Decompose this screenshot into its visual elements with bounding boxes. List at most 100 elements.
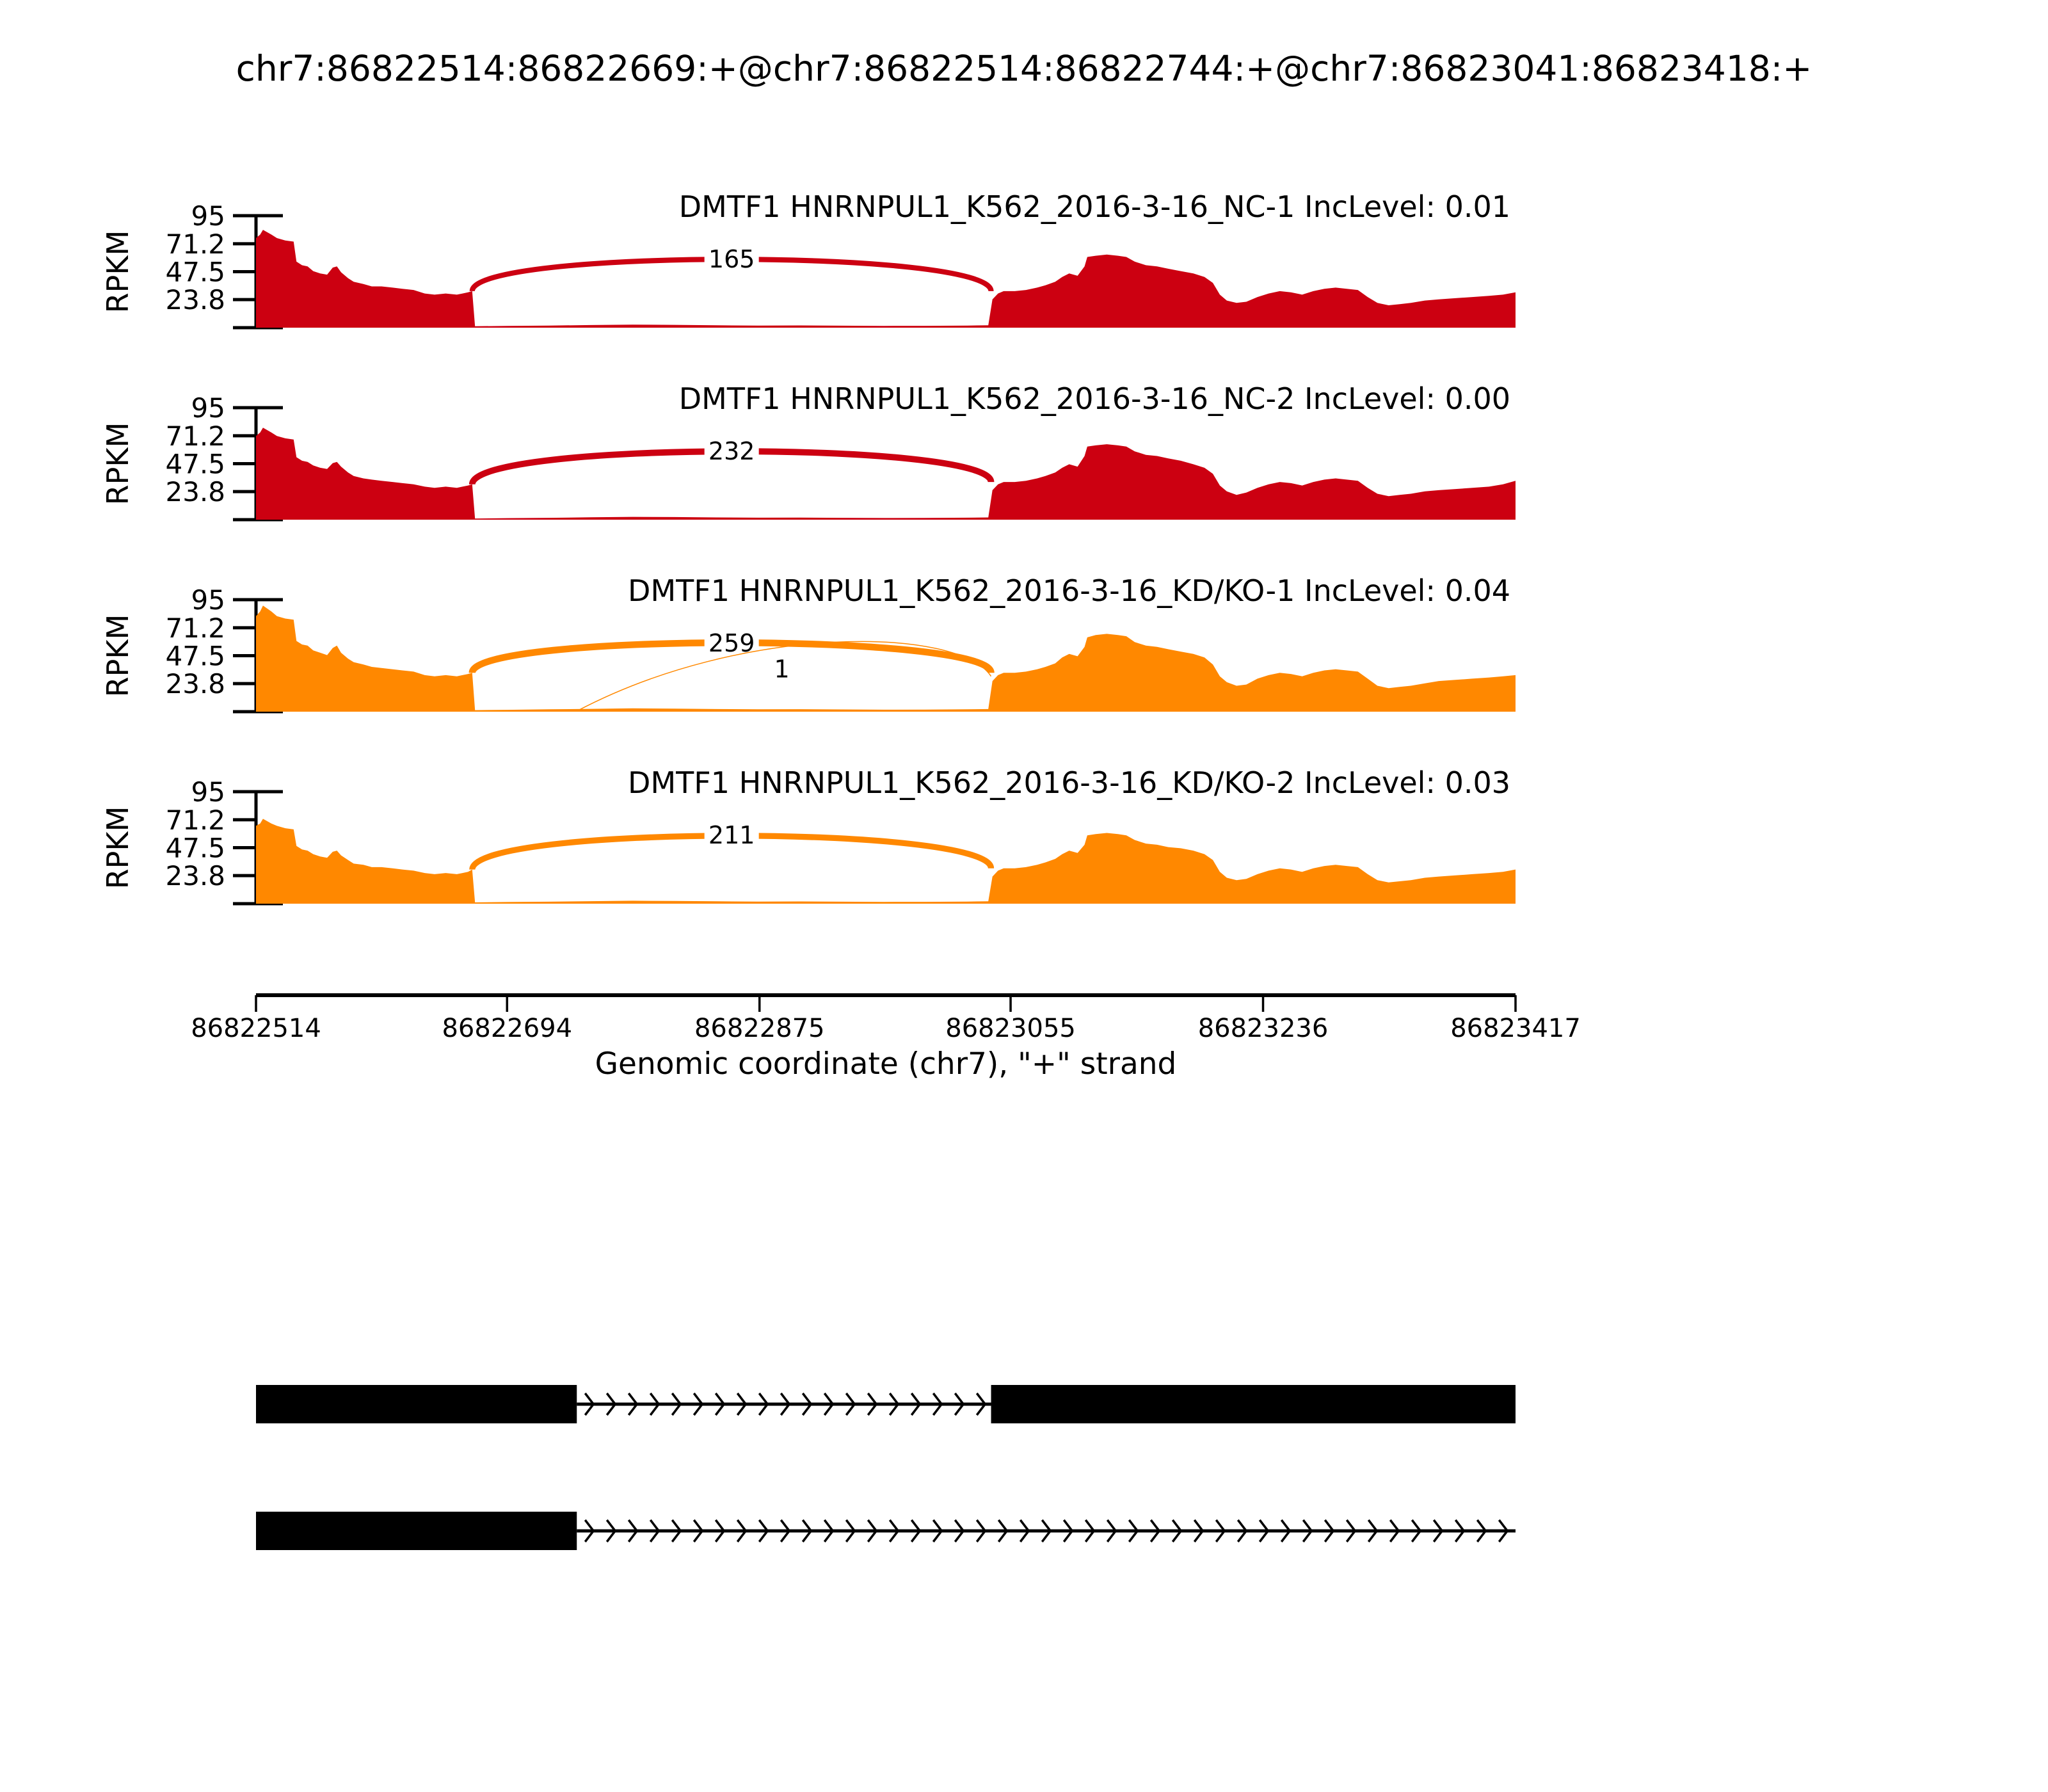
intron-arrow [845,1392,856,1416]
track-label: DMTF1 HNRNPUL1_K562_2016-3-16_NC-1 IncLe… [679,189,1510,224]
x-axis-title: Genomic coordinate (chr7), "+" strand [595,1046,1177,1082]
junction-count-bg [704,436,759,467]
intron-arrow [1171,1519,1183,1543]
x-axis-tick-label: 86822514 [191,1014,321,1043]
junction-count-bg [769,653,795,685]
intron-arrow [1432,1519,1444,1543]
y-axis-tick-label: 95 [191,584,225,616]
intron-arrow [736,1519,748,1543]
y-axis-tick-label: 47.5 [165,641,225,672]
intron-arrow [1389,1519,1400,1543]
intron-arrow [1302,1519,1313,1543]
intron-arrow [954,1519,965,1543]
junction-count-label: 232 [708,437,755,465]
y-axis-tick-label: 71.2 [165,420,225,452]
intron-arrow [1476,1519,1487,1543]
intron-arrow [975,1519,987,1543]
intron-arrow [1128,1519,1139,1543]
intron-arrow [801,1519,813,1543]
y-axis-tick-label: 95 [191,200,225,232]
intron-arrow [1498,1519,1509,1543]
intron-arrow [714,1392,726,1416]
intron-arrow [671,1519,682,1543]
intron-arrow [867,1519,878,1543]
junction-count-bg [704,820,759,851]
exon-box [991,1385,1516,1423]
intron-arrow [910,1519,922,1543]
intron-arrow [823,1519,835,1543]
intron-arrow [605,1519,617,1543]
intron-arrow [605,1392,617,1416]
intron-arrow [692,1519,704,1543]
intron-arrow [867,1392,878,1416]
intron-arrow [780,1392,791,1416]
intron-arrow [888,1392,900,1416]
x-axis-tick-label: 86823055 [945,1014,1076,1043]
intron-arrow [1454,1519,1466,1543]
y-axis-tick-label: 47.5 [165,833,225,864]
intron-arrow [671,1392,682,1416]
junction-count-label: 211 [708,821,755,849]
y-axis-title: RPKM [100,230,135,314]
exon-box [256,1512,577,1550]
intron-arrow [1084,1519,1096,1543]
intron-arrow [692,1392,704,1416]
intron-arrow [1324,1519,1335,1543]
intron-arrow [1411,1519,1422,1543]
figure-title: chr7:86822514:86822669:+@chr7:86822514:8… [236,48,1812,89]
intron-arrow [910,1392,922,1416]
intron-arrow [801,1392,813,1416]
intron-arrow [1345,1519,1357,1543]
intron-arrow [932,1392,943,1416]
junction-arc [576,641,992,712]
y-axis-tick-label: 23.8 [165,284,225,316]
junction-count-label: 259 [708,629,755,657]
y-axis-title: RPKM [100,614,135,698]
track-label: DMTF1 HNRNPUL1_K562_2016-3-16_KD/KO-2 In… [628,765,1510,800]
intron-arrow [1106,1519,1117,1543]
isoform-1 [256,1512,1516,1550]
intron-arrow [1258,1519,1270,1543]
y-axis-tick-label: 23.8 [165,668,225,700]
intron-arrow [1149,1519,1161,1543]
isoform-0 [256,1385,1516,1423]
y-axis-tick-label: 71.2 [165,228,225,260]
intron-arrow [997,1519,1009,1543]
intron-arrow [714,1519,726,1543]
intron-arrow [1236,1519,1248,1543]
track-label: DMTF1 HNRNPUL1_K562_2016-3-16_NC-2 IncLe… [679,381,1510,416]
junction-count-bg [704,628,759,659]
intron-arrow [1193,1519,1204,1543]
intron-arrow [627,1519,639,1543]
intron-arrow [627,1392,639,1416]
y-axis-tick-label: 71.2 [165,612,225,644]
y-axis-tick-label: 47.5 [165,257,225,288]
intron-arrow [758,1392,769,1416]
intron-arrow [1062,1519,1074,1543]
x-axis-tick-label: 86822694 [442,1014,572,1043]
intron-arrow [1215,1519,1226,1543]
coverage-area [256,230,1516,328]
intron-arrow [1280,1519,1292,1543]
y-axis-tick-label: 47.5 [165,449,225,480]
intron-arrow [736,1392,748,1416]
intron-arrow [649,1392,660,1416]
y-axis-title: RPKM [100,806,135,890]
y-axis-tick-label: 23.8 [165,476,225,508]
exon-box [256,1385,577,1423]
x-axis-tick-label: 86822875 [694,1014,825,1043]
intron-arrow [649,1519,660,1543]
y-axis-tick-label: 71.2 [165,804,225,836]
intron-arrow [888,1519,900,1543]
intron-arrow [932,1519,943,1543]
intron-arrow [823,1392,835,1416]
intron-arrow [1367,1519,1379,1543]
x-axis: 86822514 86822694 86822875 86823055 86823236… [191,993,1581,1082]
intron-arrow [954,1392,965,1416]
intron-arrow [780,1519,791,1543]
